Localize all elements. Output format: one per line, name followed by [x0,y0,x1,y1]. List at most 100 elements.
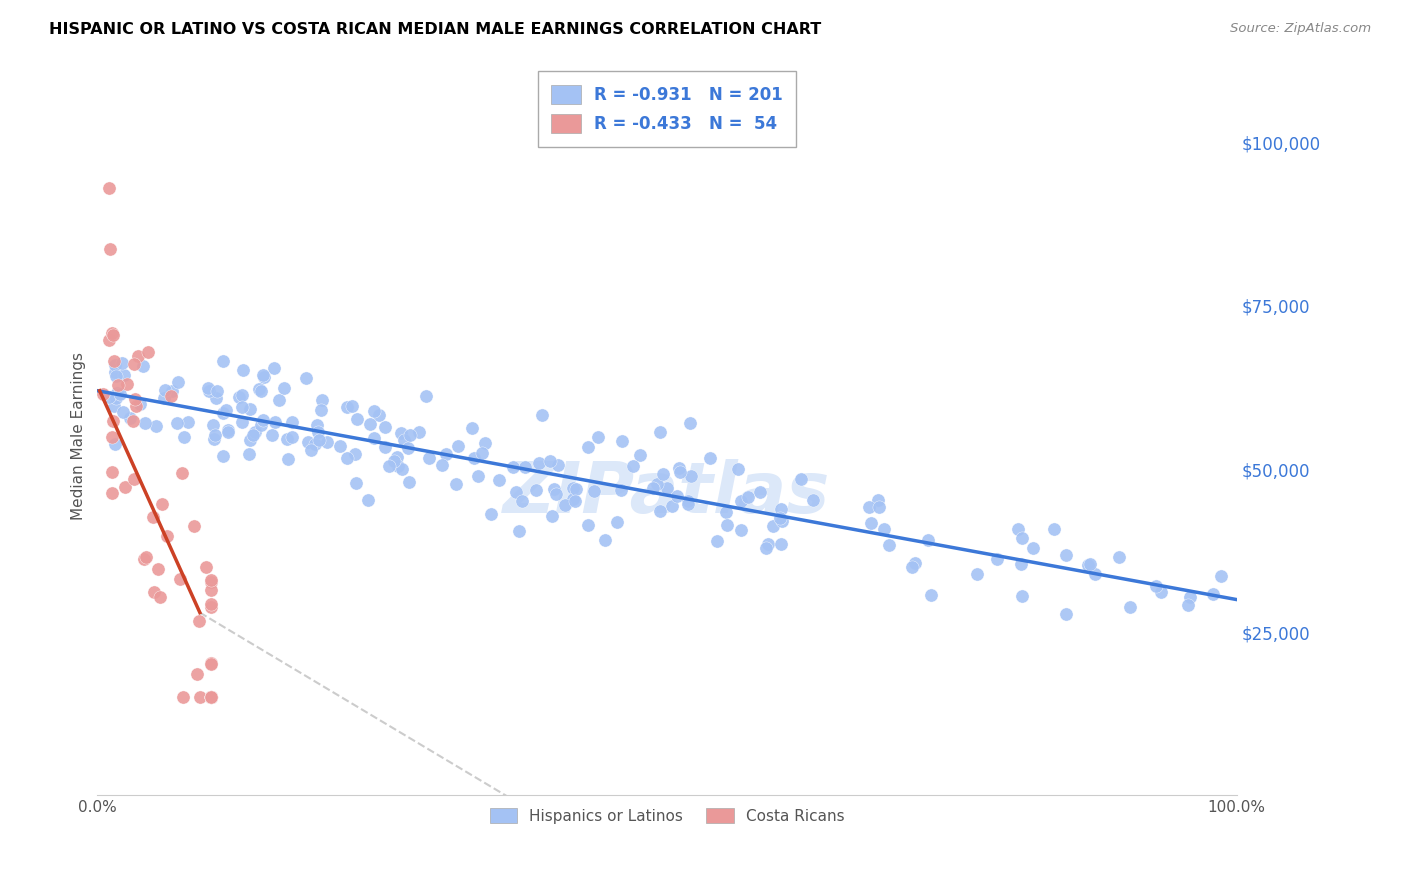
Point [200,690,222,705]
Point [756,537,779,551]
Point [1177,598,1199,612]
Point [207,384,229,398]
Point [211,449,233,463]
Point [368,408,391,422]
Point [554,498,576,512]
Point [586,430,609,444]
Point [1108,549,1130,564]
Point [101,327,124,342]
Point [392,433,415,447]
Point [195,559,218,574]
Point [651,467,673,482]
Point [1022,541,1045,555]
Point [115,376,138,391]
Point [200,657,222,671]
Point [387,458,409,473]
Point [160,384,183,398]
Point [309,403,332,417]
Point [146,561,169,575]
Point [122,472,145,486]
Point [668,460,690,475]
Point [122,357,145,371]
Point [186,667,208,681]
Point [108,387,131,401]
Point [385,450,408,465]
Point [471,445,494,459]
Point [105,391,128,405]
Point [901,559,924,574]
Point [198,384,221,398]
Point [98,242,121,256]
Point [200,583,222,598]
Point [510,493,533,508]
Point [374,420,396,434]
Point [125,399,148,413]
Point [474,435,496,450]
Point [200,690,222,705]
Point [582,483,605,498]
Point [755,541,778,555]
Point [681,469,703,483]
Point [297,435,319,450]
Point [166,416,188,430]
Point [877,538,900,552]
Point [430,458,453,473]
Point [565,483,588,497]
Point [678,493,700,508]
Point [699,451,721,466]
Point [97,181,120,195]
Point [706,534,728,549]
Point [263,415,285,429]
Point [153,383,176,397]
Point [628,448,651,462]
Point [200,575,222,590]
Point [136,345,159,359]
Point [112,368,135,382]
Point [200,573,222,587]
Point [135,550,157,565]
Point [727,462,749,476]
Point [647,477,669,491]
Point [243,425,266,440]
Point [107,377,129,392]
Point [621,459,644,474]
Point [1119,599,1142,614]
Point [295,371,318,385]
Point [200,690,222,705]
Point [169,572,191,586]
Point [231,401,253,415]
Point [228,390,250,404]
Text: Source: ZipAtlas.com: Source: ZipAtlas.com [1230,22,1371,36]
Point [648,425,671,440]
Point [200,690,222,705]
Point [612,434,634,449]
Point [1180,590,1202,604]
Point [378,458,401,473]
Point [315,435,337,450]
Point [269,393,291,408]
Point [966,566,988,581]
Point [202,432,225,446]
Point [177,415,200,429]
Point [239,401,262,416]
Point [359,417,381,432]
Point [250,417,273,432]
Point [679,416,702,430]
Point [920,588,942,602]
Text: HISPANIC OR LATINO VS COSTA RICAN MEDIAN MALE EARNINGS CORRELATION CHART: HISPANIC OR LATINO VS COSTA RICAN MEDIAN… [49,22,821,37]
Point [183,518,205,533]
Point [606,515,628,529]
Point [170,466,193,480]
Point [382,454,405,468]
Point [252,412,274,426]
Point [304,437,326,451]
Point [762,519,785,533]
Point [357,493,380,508]
Point [648,503,671,517]
Point [391,461,413,475]
Point [1084,566,1107,581]
Point [132,359,155,373]
Point [280,430,302,444]
Point [479,507,502,521]
Point [200,690,222,705]
